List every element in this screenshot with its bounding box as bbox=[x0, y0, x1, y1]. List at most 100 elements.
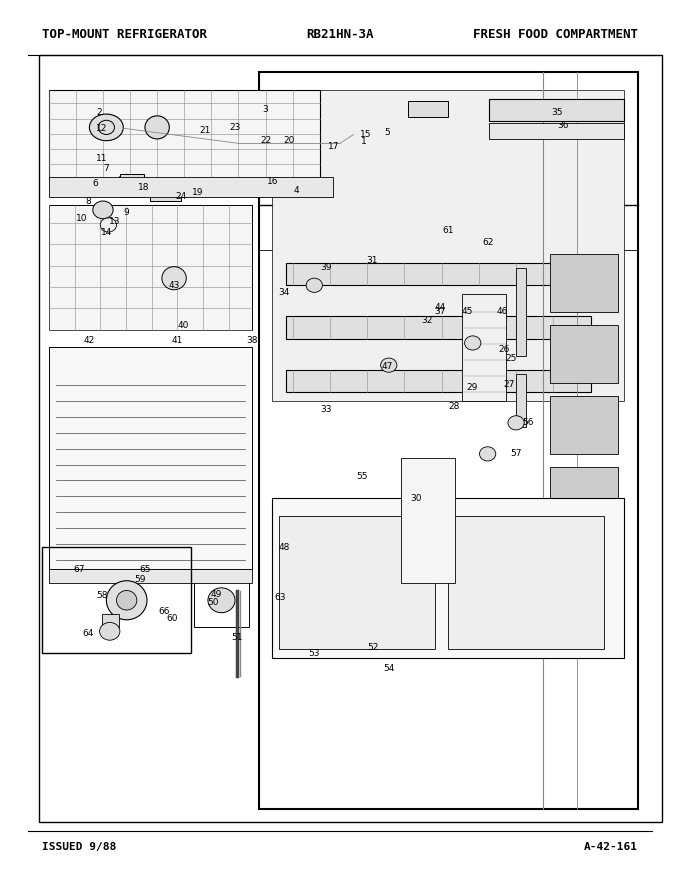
Bar bbox=[101, 613, 118, 627]
Text: 48: 48 bbox=[279, 543, 290, 552]
Text: 44: 44 bbox=[435, 303, 446, 312]
Ellipse shape bbox=[99, 622, 120, 640]
Text: 41: 41 bbox=[172, 336, 183, 344]
Text: 24: 24 bbox=[175, 192, 186, 201]
Bar bbox=[272, 498, 624, 658]
Text: 21: 21 bbox=[199, 125, 210, 134]
Bar bbox=[550, 396, 617, 454]
Ellipse shape bbox=[90, 114, 123, 141]
Ellipse shape bbox=[145, 116, 169, 139]
Text: 56: 56 bbox=[522, 418, 534, 427]
Ellipse shape bbox=[479, 447, 496, 461]
Bar bbox=[279, 516, 435, 649]
Bar bbox=[286, 316, 590, 338]
Text: 58: 58 bbox=[96, 591, 107, 601]
Text: 16: 16 bbox=[267, 177, 278, 186]
Text: 66: 66 bbox=[158, 607, 170, 616]
Bar bbox=[286, 263, 590, 286]
Ellipse shape bbox=[116, 174, 137, 192]
Text: 36: 36 bbox=[558, 121, 569, 130]
Bar bbox=[401, 458, 455, 583]
Bar bbox=[258, 72, 638, 809]
Bar bbox=[550, 325, 617, 383]
Text: RB21HN-3A: RB21HN-3A bbox=[306, 28, 374, 41]
Bar bbox=[42, 547, 191, 653]
Bar bbox=[39, 54, 662, 822]
Text: 11: 11 bbox=[96, 154, 107, 163]
Text: 4: 4 bbox=[293, 186, 299, 195]
Text: 52: 52 bbox=[367, 643, 378, 651]
Text: A-42-161: A-42-161 bbox=[584, 842, 638, 852]
Text: 55: 55 bbox=[356, 472, 367, 481]
Bar bbox=[462, 295, 506, 400]
Bar bbox=[448, 516, 604, 649]
Text: 18: 18 bbox=[138, 183, 150, 192]
Text: 25: 25 bbox=[505, 353, 516, 362]
Bar bbox=[49, 90, 320, 179]
Bar bbox=[272, 90, 624, 400]
Ellipse shape bbox=[100, 218, 116, 232]
Text: 8: 8 bbox=[85, 198, 91, 206]
Ellipse shape bbox=[508, 416, 524, 430]
Text: 47: 47 bbox=[381, 362, 393, 371]
Text: 13: 13 bbox=[109, 217, 121, 226]
Bar bbox=[49, 570, 252, 583]
Ellipse shape bbox=[162, 267, 186, 290]
Text: 46: 46 bbox=[497, 307, 508, 317]
Ellipse shape bbox=[208, 587, 235, 612]
Text: 59: 59 bbox=[135, 575, 146, 585]
Text: 67: 67 bbox=[73, 565, 85, 574]
Bar bbox=[489, 99, 624, 121]
Text: 34: 34 bbox=[279, 287, 290, 297]
Text: 63: 63 bbox=[275, 593, 286, 603]
Text: 42: 42 bbox=[84, 336, 95, 344]
Text: 23: 23 bbox=[229, 123, 241, 132]
Bar bbox=[49, 177, 333, 197]
Text: 32: 32 bbox=[421, 316, 432, 325]
Bar bbox=[49, 347, 252, 570]
Text: 35: 35 bbox=[551, 108, 562, 117]
Text: 17: 17 bbox=[328, 142, 339, 150]
Text: 50: 50 bbox=[207, 598, 218, 608]
Text: 39: 39 bbox=[321, 263, 333, 272]
Text: 51: 51 bbox=[231, 633, 243, 642]
Bar bbox=[286, 369, 590, 392]
Ellipse shape bbox=[464, 336, 481, 350]
Text: 40: 40 bbox=[177, 320, 188, 329]
Ellipse shape bbox=[92, 201, 113, 219]
Text: 54: 54 bbox=[383, 664, 394, 673]
Text: 22: 22 bbox=[260, 136, 271, 145]
Bar bbox=[550, 255, 617, 312]
Text: 49: 49 bbox=[211, 589, 222, 599]
Bar bbox=[550, 467, 617, 525]
Text: 27: 27 bbox=[504, 380, 515, 389]
Text: 2: 2 bbox=[97, 108, 103, 117]
Text: 26: 26 bbox=[498, 344, 509, 353]
Text: 61: 61 bbox=[443, 226, 454, 235]
Bar bbox=[194, 574, 249, 627]
Text: 28: 28 bbox=[448, 402, 460, 411]
Text: 53: 53 bbox=[309, 649, 320, 658]
Text: 14: 14 bbox=[101, 228, 112, 237]
Text: 45: 45 bbox=[462, 307, 473, 317]
Text: 5: 5 bbox=[384, 128, 390, 137]
Text: 20: 20 bbox=[284, 136, 295, 145]
Bar bbox=[408, 101, 448, 117]
Text: 7: 7 bbox=[103, 164, 109, 173]
Ellipse shape bbox=[381, 358, 397, 372]
Bar bbox=[49, 206, 252, 329]
Text: 62: 62 bbox=[482, 239, 493, 247]
Text: 15: 15 bbox=[360, 130, 371, 139]
Text: 60: 60 bbox=[167, 613, 177, 622]
Bar bbox=[516, 268, 526, 356]
Text: FRESH FOOD COMPARTMENT: FRESH FOOD COMPARTMENT bbox=[473, 28, 638, 41]
Text: 37: 37 bbox=[435, 307, 446, 317]
Text: 65: 65 bbox=[139, 565, 151, 574]
Bar bbox=[489, 123, 624, 139]
Text: 33: 33 bbox=[321, 405, 333, 414]
Text: 19: 19 bbox=[192, 188, 203, 197]
Ellipse shape bbox=[306, 279, 322, 293]
Text: 1: 1 bbox=[361, 137, 367, 146]
Text: 57: 57 bbox=[510, 449, 522, 458]
Text: 30: 30 bbox=[410, 494, 422, 503]
